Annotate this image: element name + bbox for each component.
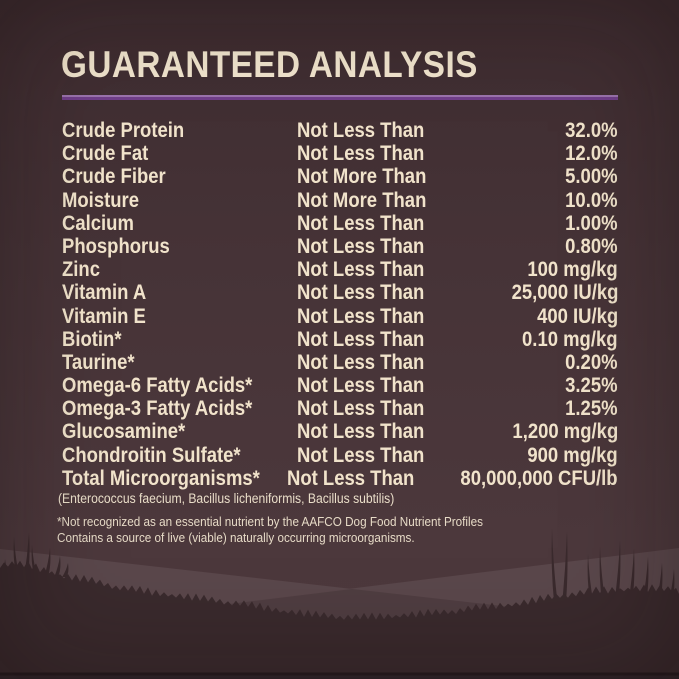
value: 400 IU/kg — [536, 304, 618, 328]
table-row: Chondroitin Sulfate* Not Less Than 900 mg/… — [62, 444, 618, 467]
value: 32.0% — [565, 119, 618, 142]
value: 100 mg/kg — [527, 258, 618, 282]
table-row: Zinc Not Less Than 100 mg/kg — [62, 258, 618, 281]
qualifier: Not Less Than — [297, 119, 425, 142]
grass-blade — [551, 529, 558, 604]
qualifier: Not Less Than — [297, 443, 425, 467]
qualifier: Not Less Than — [297, 350, 425, 374]
table-row: Moisture Not More Than 10.0% — [62, 189, 618, 212]
table-row: Calcium Not Less Than 1.00% — [62, 212, 618, 235]
table-row: Crude Fat Not Less Than 12.0% — [62, 142, 618, 165]
nutrient-name: Phosphorus — [62, 234, 170, 258]
qualifier: Not More Than — [297, 165, 427, 189]
table-row: Vitamin E Not Less Than 400 IU/kg — [62, 305, 618, 328]
table-row: Taurine* Not Less Than 0.20% — [62, 351, 618, 374]
footnote-line-2: Contains a source of live (viable) natur… — [57, 530, 415, 545]
nutrient-name: Crude Protein — [62, 119, 185, 142]
nutrient-name: Vitamin A — [62, 281, 147, 305]
qualifier: Not Less Than — [297, 258, 425, 282]
value: 0.20% — [565, 350, 618, 374]
value: 3.25% — [565, 374, 618, 398]
qualifier: Not Less Than — [297, 397, 425, 421]
qualifier: Not Less Than — [297, 374, 425, 398]
grass-blade — [599, 547, 606, 604]
grass-blade — [562, 532, 568, 604]
footnote-line-1: *Not recognized as an essential nutrient… — [57, 514, 483, 529]
nutrient-name: Taurine* — [62, 350, 135, 374]
value: 0.80% — [565, 234, 618, 258]
title-divider — [62, 95, 618, 100]
table-row: Omega-6 Fatty Acids* Not Less Than 3.25% — [62, 374, 618, 397]
analysis-table: Crude Protein Not Less Than 32.0% Crude Fat… — [62, 119, 618, 490]
nutrient-name: Omega-3 Fatty Acids* — [62, 397, 253, 421]
value: 1,200 mg/kg — [512, 420, 618, 444]
value: 25,000 IU/kg — [511, 281, 618, 305]
table-row: Glucosamine* Not Less Than 1,200 mg/kg — [62, 420, 618, 443]
nutrient-name: Moisture — [62, 188, 140, 212]
qualifier: Not Less Than — [297, 234, 425, 258]
table-row: Phosphorus Not Less Than 0.80% — [62, 235, 618, 258]
microorganism-species: (Enterococcus faecium, Bacillus lichenif… — [58, 491, 395, 506]
ground-bottom-edge — [0, 675, 679, 679]
qualifier: Not Less Than — [297, 327, 425, 351]
nutrient-name: Biotin* — [62, 327, 122, 351]
nutrient-name: Crude Fiber — [62, 165, 166, 189]
qualifier: Not More Than — [297, 188, 427, 212]
qualifier: Not Less Than — [297, 281, 425, 305]
grass-blade — [614, 541, 621, 604]
ground-shadow-line — [0, 672, 679, 676]
footnote: *Not recognized as an essential nutrient… — [57, 514, 530, 546]
value: 900 mg/kg — [527, 443, 618, 467]
nutrient-name: Omega-6 Fatty Acids* — [62, 374, 253, 398]
table-row: Crude Fiber Not More Than 5.00% — [62, 165, 618, 188]
nutrient-name: Chondroitin Sulfate* — [62, 443, 241, 467]
qualifier: Not Less Than — [297, 211, 425, 235]
grass-blade — [62, 563, 69, 577]
value: 5.00% — [565, 165, 618, 189]
table-row: Crude Protein Not Less Than 32.0% — [62, 119, 618, 142]
table-row: Biotin* Not Less Than 0.10 mg/kg — [62, 328, 618, 351]
nutrient-name: Calcium — [62, 211, 134, 235]
table-row: Vitamin A Not Less Than 25,000 IU/kg — [62, 281, 618, 304]
nutrient-name: Zinc — [62, 258, 100, 282]
qualifier: Not Less Than — [297, 142, 425, 166]
value: 1.25% — [565, 397, 618, 421]
value: 80,000,000 CFU/lb — [460, 466, 618, 490]
grass-silhouette — [0, 560, 679, 679]
grass-blade — [54, 556, 61, 577]
nutrient-name: Crude Fat — [62, 142, 149, 166]
qualifier: Not Less Than — [297, 304, 425, 328]
nutrient-name: Vitamin E — [62, 304, 146, 328]
table-row: Omega-3 Fatty Acids* Not Less Than 1.25% — [62, 397, 618, 420]
value: 10.0% — [565, 188, 618, 212]
landscape-scenery — [0, 529, 679, 679]
table-row: Total Microorganisms* Not Less Than 80,000… — [62, 467, 618, 490]
page-title: GUARANTEED ANALYSIS — [61, 44, 478, 85]
qualifier: Not Less Than — [297, 420, 425, 444]
value: 0.10 mg/kg — [522, 327, 618, 351]
nutrient-name: Total Microorganisms* — [62, 466, 260, 490]
value: 12.0% — [565, 142, 618, 166]
grass-blade — [44, 548, 51, 577]
value: 1.00% — [565, 211, 618, 235]
qualifier: Not Less Than — [286, 466, 415, 490]
nutrient-name: Glucosamine* — [62, 420, 186, 444]
